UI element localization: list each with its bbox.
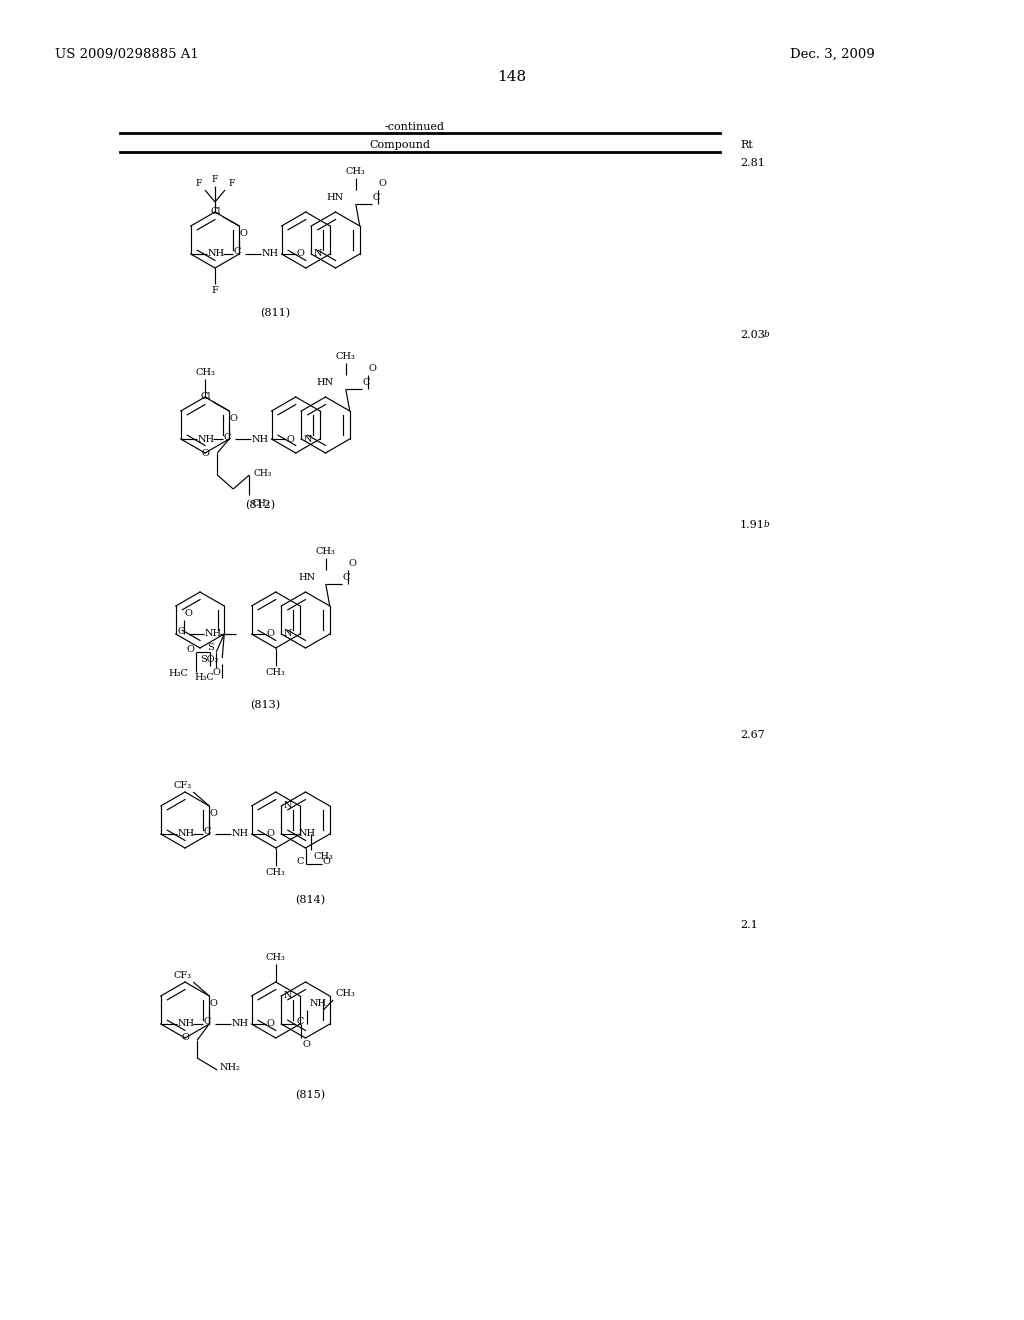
Text: C: C [296, 858, 303, 866]
Text: C: C [296, 1018, 304, 1027]
Text: CH₃: CH₃ [253, 469, 271, 478]
Text: 2.1: 2.1 [740, 920, 758, 931]
Text: CH₃: CH₃ [336, 352, 355, 360]
Text: O: O [266, 829, 274, 838]
Text: Dec. 3, 2009: Dec. 3, 2009 [790, 48, 874, 61]
Text: O: O [181, 1034, 189, 1043]
Text: Compound: Compound [370, 140, 430, 150]
Text: O: O [210, 809, 218, 818]
Text: NH: NH [298, 829, 315, 838]
Text: O: O [266, 1019, 274, 1028]
Text: C: C [204, 1018, 211, 1027]
Text: NH: NH [231, 1019, 249, 1028]
Text: HN: HN [327, 193, 344, 202]
Text: O: O [184, 609, 193, 618]
Text: b: b [764, 520, 770, 529]
Text: Rt: Rt [740, 140, 753, 150]
Text: (812): (812) [245, 500, 275, 511]
Text: NH: NH [178, 1019, 195, 1028]
Text: NH: NH [198, 434, 215, 444]
Text: S: S [208, 644, 214, 652]
Text: O: O [210, 999, 218, 1008]
Text: F: F [228, 180, 234, 187]
Text: Cl: Cl [211, 207, 221, 216]
Text: NH₂: NH₂ [219, 1064, 240, 1072]
Text: 2.81: 2.81 [740, 158, 765, 168]
Text: HN: HN [316, 378, 334, 387]
Text: CH₃: CH₃ [266, 953, 286, 962]
Text: O: O [297, 249, 304, 259]
Text: F: F [212, 286, 218, 294]
Text: N: N [313, 249, 322, 259]
Text: O: O [323, 858, 331, 866]
Text: CH₃: CH₃ [266, 869, 286, 876]
Text: 1.91: 1.91 [740, 520, 765, 531]
Text: CH₃: CH₃ [313, 851, 333, 861]
Text: O: O [186, 645, 195, 655]
Text: NH: NH [231, 829, 249, 838]
Text: O: O [379, 180, 387, 187]
Text: CF₃: CF₃ [173, 972, 191, 979]
Text: C: C [373, 193, 380, 202]
Text: (814): (814) [295, 895, 325, 906]
Text: NH: NH [252, 434, 269, 444]
Text: N: N [284, 630, 292, 639]
Text: N: N [284, 801, 292, 810]
Text: C: C [224, 433, 231, 441]
Text: 2.03: 2.03 [740, 330, 765, 341]
Text: O: O [202, 449, 209, 458]
Text: -continued: -continued [385, 121, 445, 132]
Text: O: O [287, 434, 294, 444]
Text: b: b [764, 330, 770, 339]
Text: O: O [349, 558, 356, 568]
Text: (813): (813) [250, 700, 280, 710]
Text: CH₃: CH₃ [266, 668, 286, 677]
Text: SO₂: SO₂ [200, 656, 218, 664]
Text: H₃C: H₃C [168, 669, 188, 678]
Text: N: N [303, 434, 311, 444]
Text: NH: NH [208, 249, 225, 259]
Text: H₃C: H₃C [195, 673, 214, 682]
Text: US 2009/0298885 A1: US 2009/0298885 A1 [55, 48, 199, 61]
Text: (815): (815) [295, 1090, 325, 1101]
Text: CH₃: CH₃ [251, 499, 269, 508]
Text: HN: HN [299, 573, 315, 582]
Text: (811): (811) [260, 308, 290, 318]
Text: CH₃: CH₃ [195, 368, 215, 378]
Text: C: C [204, 828, 211, 837]
Text: NH: NH [309, 999, 327, 1008]
Text: Cl: Cl [201, 392, 211, 401]
Text: O: O [240, 228, 248, 238]
Text: O: O [369, 364, 377, 374]
Text: NH: NH [262, 249, 279, 259]
Text: O: O [266, 630, 274, 639]
Text: NH: NH [205, 630, 222, 639]
Text: C: C [178, 627, 185, 636]
Text: 148: 148 [498, 70, 526, 84]
Text: CH₃: CH₃ [346, 168, 366, 176]
Text: O: O [212, 668, 220, 677]
Text: C: C [343, 573, 350, 582]
Text: CH₃: CH₃ [315, 546, 336, 556]
Text: O: O [302, 1040, 310, 1049]
Text: NH: NH [178, 829, 195, 838]
Text: C: C [362, 378, 370, 387]
Text: CF₃: CF₃ [173, 781, 191, 789]
Text: CH₃: CH₃ [335, 989, 355, 998]
Text: F: F [212, 176, 218, 183]
Text: N: N [284, 991, 292, 1001]
Text: 2.67: 2.67 [740, 730, 765, 741]
Text: F: F [196, 180, 202, 187]
Text: O: O [229, 414, 238, 422]
Text: C: C [233, 248, 241, 256]
